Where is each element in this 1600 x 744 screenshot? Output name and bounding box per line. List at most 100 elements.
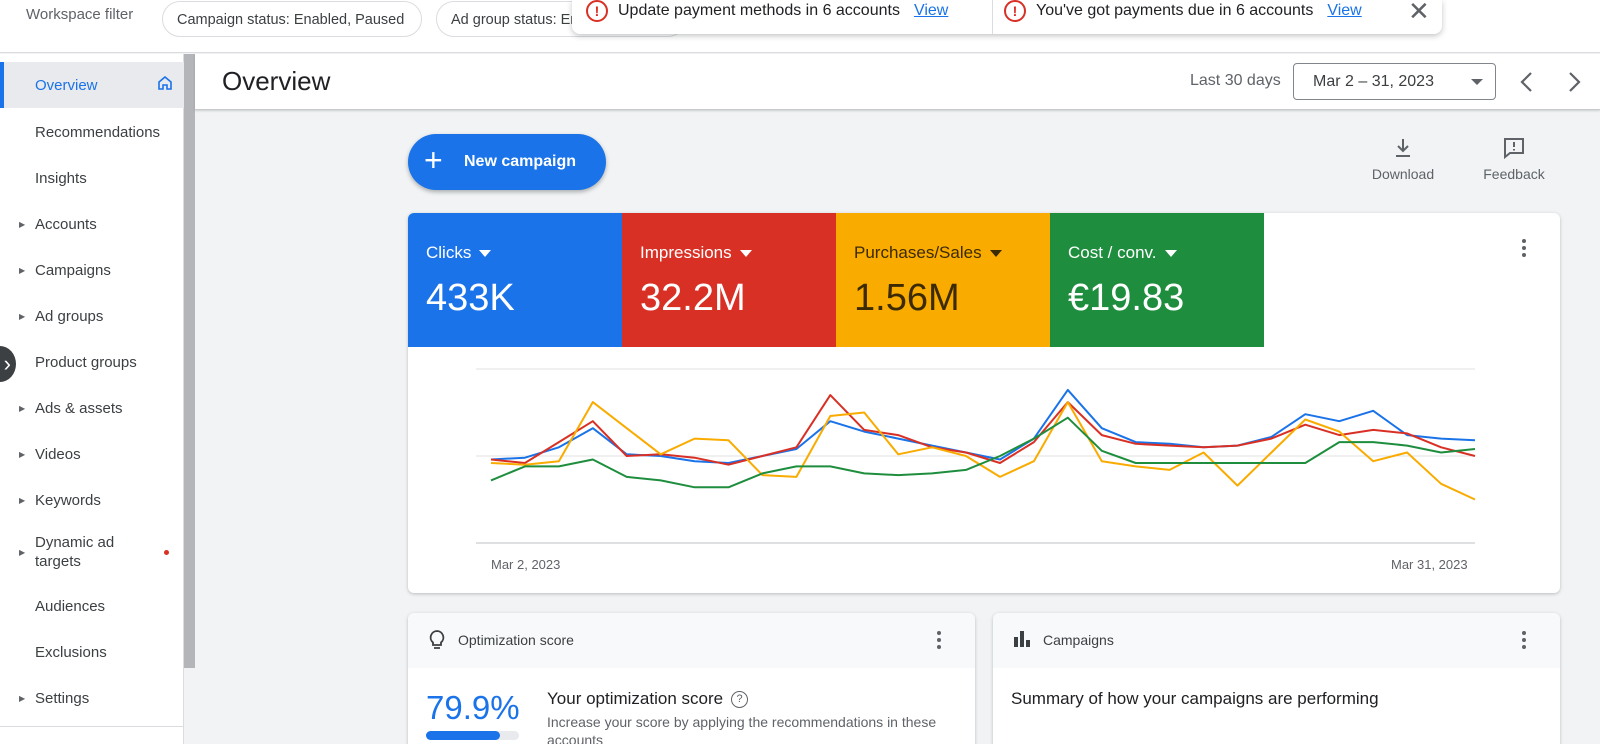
plus-icon: + <box>424 142 443 178</box>
card-title: Campaigns <box>1043 632 1114 648</box>
sidebar-item-keywords[interactable]: ▶ Keywords <box>0 478 184 522</box>
sidebar-scrollbar[interactable] <box>184 54 195 668</box>
metric-purchases-sales[interactable]: Purchases/Sales 1.56M <box>836 213 1050 347</box>
sidebar-item-label: Ads & assets <box>35 399 123 417</box>
card-title: Optimization score <box>458 632 574 648</box>
expand-arrow-icon: ▶ <box>19 311 26 321</box>
feedback-icon <box>1504 138 1524 160</box>
optimization-description: Increase your score by applying the reco… <box>547 714 937 744</box>
performance-card: Clicks 433K Impressions 32.2M Purchases/… <box>408 213 1560 593</box>
metric-cost-per-conversion[interactable]: Cost / conv. €19.83 <box>1050 213 1264 347</box>
sidebar-item-label: Overview <box>35 76 98 94</box>
series-line-clicks[interactable] <box>490 388 1476 464</box>
sidebar-item-campaigns[interactable]: ▶ Campaigns <box>0 248 184 292</box>
metric-value: €19.83 <box>1068 277 1185 319</box>
sidebar-item-accounts[interactable]: ▶ Accounts <box>0 202 184 246</box>
sidebar-divider <box>0 726 184 727</box>
expand-arrow-icon: ▶ <box>19 495 26 505</box>
date-range-label: Last 30 days <box>1190 72 1281 89</box>
sidebar-item-recommendations[interactable]: Recommendations <box>0 110 184 154</box>
sidebar-item-label: Videos <box>35 445 81 463</box>
sidebar-item-dynamic-ad-targets[interactable]: ▶ Dynamic ad targets <box>0 526 184 578</box>
more-vert-icon[interactable] <box>1521 239 1527 260</box>
chevron-right-icon[interactable] <box>1562 68 1586 96</box>
series-line-cost-conv-[interactable] <box>490 416 1476 489</box>
sidebar-item-label: Keywords <box>35 491 101 509</box>
sidebar-item-label: Insights <box>35 169 87 187</box>
x-axis-start-label: Mar 2, 2023 <box>491 557 561 572</box>
sidebar-item-label: Accounts <box>35 215 97 233</box>
chart-lines <box>490 388 1476 501</box>
page-title: Overview <box>222 66 331 96</box>
notification-banner: ! Update payment methods in 6 accounts V… <box>572 0 1442 34</box>
dropdown-caret-icon <box>1164 250 1177 258</box>
notification-text: Update payment methods in 6 accounts <box>618 2 900 19</box>
metric-impressions[interactable]: Impressions 32.2M <box>622 213 836 347</box>
sidebar-item-label: Settings <box>35 689 90 707</box>
close-icon[interactable]: ✕ <box>1408 0 1430 26</box>
sidebar-item-audiences[interactable]: Audiences <box>0 584 184 628</box>
x-axis-end-label: Mar 31, 2023 <box>1391 557 1468 572</box>
sidebar-nav: Overview Recommendations Insights ▶ Acco… <box>0 54 184 744</box>
series-line-purchases-sales[interactable] <box>490 401 1476 501</box>
page-header: Overview Last 30 days Mar 2 – 31, 2023 <box>195 54 1600 110</box>
card-header: Optimization score <box>408 613 975 668</box>
notification-divider <box>992 0 993 34</box>
notification-view-link[interactable]: View <box>1327 2 1362 19</box>
optimization-score-value: 79.9% <box>426 689 520 726</box>
notification-view-link[interactable]: View <box>913 2 949 19</box>
optimization-score-bar <box>426 731 519 740</box>
more-vert-icon[interactable] <box>936 631 942 652</box>
metric-label: Purchases/Sales <box>854 243 982 262</box>
sidebar-item-product-groups[interactable]: Product groups <box>0 340 184 384</box>
optimization-score-bar-fill <box>426 731 501 740</box>
workspace-filter-label: Workspace filter <box>26 6 134 23</box>
sidebar-item-settings[interactable]: ▶ Settings <box>0 676 184 720</box>
date-range-selector[interactable]: Mar 2 – 31, 2023 <box>1293 63 1496 100</box>
error-icon: ! <box>1004 0 1026 22</box>
metric-value: 433K <box>426 277 515 319</box>
card-header: Campaigns <box>993 613 1560 668</box>
download-button[interactable]: Download <box>1358 136 1448 182</box>
sidebar-item-ad-groups[interactable]: ▶ Ad groups <box>0 294 184 338</box>
optimization-score-card: Optimization score 79.9% Your optimizati… <box>408 613 975 744</box>
expand-arrow-icon: ▶ <box>19 547 26 557</box>
feedback-button[interactable]: Feedback <box>1469 136 1559 182</box>
notification-payments-due: ! You've got payments due in 6 accounts … <box>1004 0 1362 34</box>
dropdown-caret-icon <box>1471 79 1483 85</box>
expand-arrow-icon: ▶ <box>19 219 26 229</box>
metric-label: Impressions <box>640 243 732 262</box>
sidebar-item-label: Campaigns <box>35 261 111 279</box>
home-icon <box>158 76 172 90</box>
chevron-left-icon[interactable] <box>1515 68 1539 96</box>
expand-sidebar-button[interactable]: › <box>0 346 16 382</box>
metric-clicks[interactable]: Clicks 433K <box>408 213 622 347</box>
dropdown-caret-icon <box>739 250 752 258</box>
download-icon <box>1396 139 1410 157</box>
sidebar-item-exclusions[interactable]: Exclusions <box>0 630 184 674</box>
metric-label: Cost / conv. <box>1068 243 1157 262</box>
bar-chart-icon <box>1014 631 1030 647</box>
performance-chart <box>476 368 1476 544</box>
expand-arrow-icon: ▶ <box>19 693 26 703</box>
metric-value: 1.56M <box>854 277 960 319</box>
sidebar-item-overview[interactable]: Overview <box>0 62 184 108</box>
new-campaign-button[interactable]: + New campaign <box>408 134 606 190</box>
series-line-impressions[interactable] <box>490 394 1476 466</box>
notification-text: You've got payments due in 6 accounts <box>1036 2 1314 19</box>
campaign-status-chip[interactable]: Campaign status: Enabled, Paused <box>162 1 422 37</box>
sidebar-item-videos[interactable]: ▶ Videos <box>0 432 184 476</box>
optimization-heading-text: Your optimization score <box>547 689 724 708</box>
help-icon[interactable]: ? <box>731 691 749 708</box>
error-icon: ! <box>586 0 608 22</box>
expand-arrow-icon: ▶ <box>19 265 26 275</box>
optimization-heading: Your optimization score? <box>547 689 749 709</box>
new-campaign-label: New campaign <box>464 153 577 170</box>
metric-value: 32.2M <box>640 277 746 319</box>
date-range-value: Mar 2 – 31, 2023 <box>1313 73 1434 90</box>
campaigns-card: Campaigns Summary of how your campaigns … <box>993 613 1560 744</box>
sidebar-item-ads-assets[interactable]: ▶ Ads & assets <box>0 386 184 430</box>
sidebar-item-insights[interactable]: Insights <box>0 156 184 200</box>
more-vert-icon[interactable] <box>1521 631 1527 652</box>
notification-dot <box>164 549 169 555</box>
